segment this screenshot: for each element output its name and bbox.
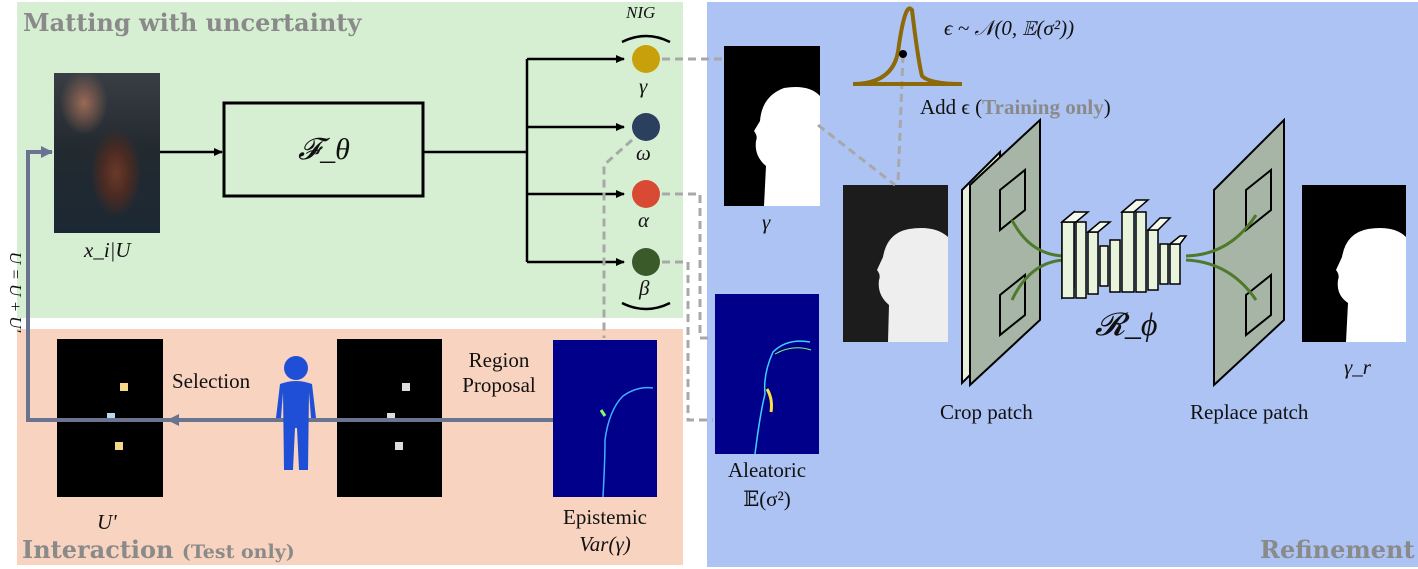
aleatoric-map-image [715, 294, 819, 454]
input-photo [54, 73, 160, 233]
nig-label: NIG [626, 3, 656, 22]
alpha-label: α [638, 208, 650, 232]
crop-patch-plate [961, 117, 1041, 388]
feedback-label: U = U + U' [6, 251, 26, 333]
noise-sample-dot [899, 50, 907, 58]
uprime-label: U' [97, 510, 117, 534]
interaction-title: Interaction (Test only) [22, 535, 295, 564]
connector-replace-bottom [1185, 258, 1258, 301]
refiner-label: 𝓡_ϕ [1095, 306, 1158, 342]
nig-brace-bottom [621, 301, 671, 311]
input-label: x_i|U [84, 238, 131, 262]
network-box [222, 101, 425, 198]
matting-title: Matting with uncertainty [23, 8, 362, 37]
omega-label: ω [636, 141, 651, 165]
dash-gamma-to-noisy [817, 123, 896, 187]
region-label: Region Proposal [462, 348, 536, 397]
omega-circle [632, 113, 660, 141]
selection-label: Selection [172, 369, 251, 393]
epistemic-formula: Var(γ) [579, 532, 631, 556]
aleatoric-label: Aleatoric [727, 458, 807, 482]
beta-circle [632, 248, 660, 276]
network-label: 𝓕_θ [298, 133, 350, 166]
noisy-matte-image [843, 185, 948, 342]
connector-crop-top [1010, 219, 1065, 258]
noise-formula: ϵ ~ 𝒩(0, 𝔼(σ²)) [944, 16, 1075, 40]
refine-gamma-label: γ [762, 210, 771, 234]
alpha-circle [632, 180, 660, 208]
dash-beta-to-aleatoric [662, 260, 713, 422]
gaussian-curve [852, 6, 963, 86]
aleatoric-formula: 𝔼(σ²) [743, 487, 791, 511]
nig-brace-top [621, 34, 671, 44]
epistemic-label: Epistemic [563, 505, 647, 529]
replace-patch-label: Replace patch [1190, 400, 1309, 424]
beta-label: β [639, 276, 650, 300]
add-noise-label: Add ϵ (Training only) [920, 95, 1111, 119]
output-label: γ_r [1344, 355, 1371, 379]
gamma-label: γ [639, 74, 648, 98]
epistemic-map-image [553, 340, 657, 497]
person-icon [276, 356, 316, 470]
refined-matte-image [1302, 185, 1406, 342]
connector-crop-bottom [1010, 258, 1065, 301]
connector-replace-top [1185, 214, 1258, 258]
refinement-title: Refinement [1260, 535, 1415, 564]
dash-noise-to-noisy [896, 54, 905, 184]
gamma-matte-image [724, 46, 820, 206]
replace-patch-plate [1213, 117, 1285, 388]
refiner-blocks [1059, 199, 1188, 300]
gamma-circle [632, 45, 660, 73]
interaction-subtitle: (Test only) [181, 541, 295, 563]
dash-omega-to-epistemic [602, 138, 633, 338]
dash-alpha-to-aleatoric [662, 192, 713, 340]
crop-patch-label: Crop patch [940, 400, 1033, 424]
